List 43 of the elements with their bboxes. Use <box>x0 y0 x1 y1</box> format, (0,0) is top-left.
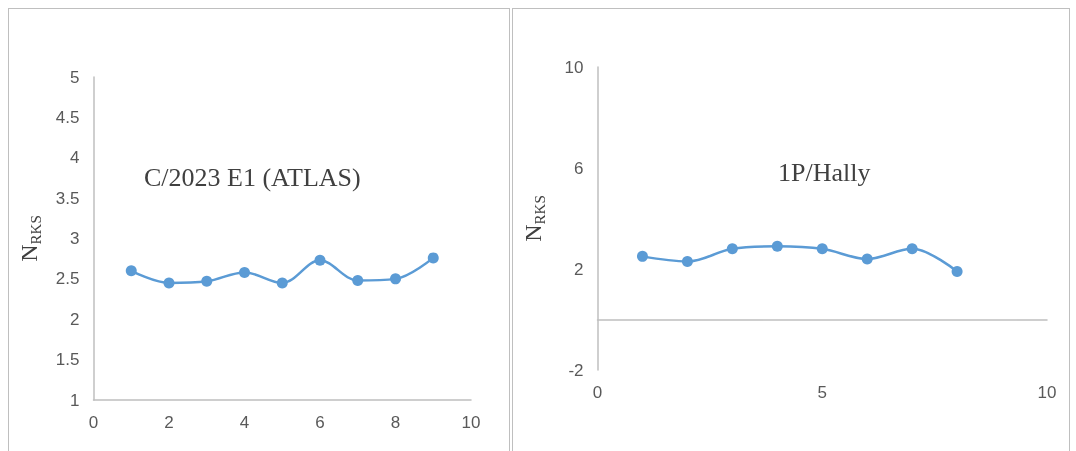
y-tick-label: 4 <box>70 148 80 168</box>
point <box>201 275 213 287</box>
x-tick-label: 6 <box>315 413 325 432</box>
x-tick-label: 0 <box>592 383 603 402</box>
y-tick-label: 1 <box>70 390 80 410</box>
point <box>163 277 175 289</box>
y-tick-label: 3.5 <box>55 188 80 208</box>
y-axis-title: NRKS <box>520 195 548 242</box>
point <box>771 240 783 252</box>
x-tick-label: 8 <box>390 413 401 432</box>
point <box>816 243 828 255</box>
point <box>861 253 873 265</box>
point <box>726 243 738 255</box>
point <box>239 266 250 278</box>
x-tick-label: 0 <box>88 413 99 432</box>
y-tick-label: 6 <box>574 158 584 178</box>
y-tick-label: 2 <box>70 309 80 329</box>
point <box>390 273 401 285</box>
point <box>906 243 918 255</box>
y-tick-label: 1.5 <box>55 350 80 370</box>
x-tick-label: 2 <box>164 413 174 432</box>
x-tick-label: 5 <box>817 383 827 402</box>
y-tick-label: 2.5 <box>55 269 80 289</box>
text: 1P/Hally <box>778 157 871 187</box>
point <box>636 250 648 262</box>
y-tick-label: 4.5 <box>55 107 80 127</box>
point <box>352 274 364 286</box>
y-tick-label: 5 <box>70 67 80 87</box>
y-tick-label: 2 <box>574 259 584 279</box>
text: C/2023 E1 (ATLAS) <box>144 162 361 192</box>
y-tick-label: 10 <box>564 57 584 77</box>
x-tick-label: 4 <box>239 413 250 432</box>
point <box>276 277 288 289</box>
y-tick-label: -2 <box>568 360 584 380</box>
x-tick-label: 10 <box>1037 383 1057 402</box>
point <box>125 265 137 277</box>
y-tick-label: 3 <box>70 229 80 248</box>
x-tick-label: 10 <box>461 413 481 432</box>
point <box>681 255 693 267</box>
point <box>314 254 326 266</box>
y-axis-title: NRKS <box>16 215 44 262</box>
point <box>951 266 963 278</box>
point <box>427 252 439 264</box>
